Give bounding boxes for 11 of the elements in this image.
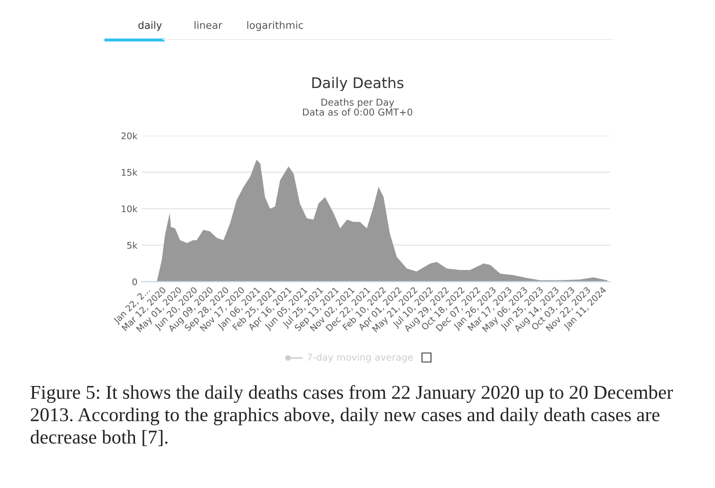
text: linear bbox=[194, 21, 222, 29]
y-tick-label: 20k bbox=[121, 132, 138, 140]
caption: Figure 5: It shows the daily deaths cases from 22 January 2020 up to 20 December 2013. According to the graphics above, daily new cases and daily death cases are decrease both [7]. bbox=[30, 385, 673, 446]
text: daily bbox=[138, 21, 162, 31]
y-tick-label: 5k bbox=[127, 242, 138, 249]
text: logarithmic bbox=[247, 21, 304, 31]
chart-title: Daily Deaths bbox=[312, 76, 404, 92]
chart-subtitle: Deaths per Day Data as of 0:00 GMT+0 bbox=[303, 98, 412, 116]
y-tick-label: 10k bbox=[122, 205, 138, 212]
y-tick-label: 0 bbox=[132, 278, 137, 286]
y-tick-label: 15k bbox=[122, 168, 138, 176]
